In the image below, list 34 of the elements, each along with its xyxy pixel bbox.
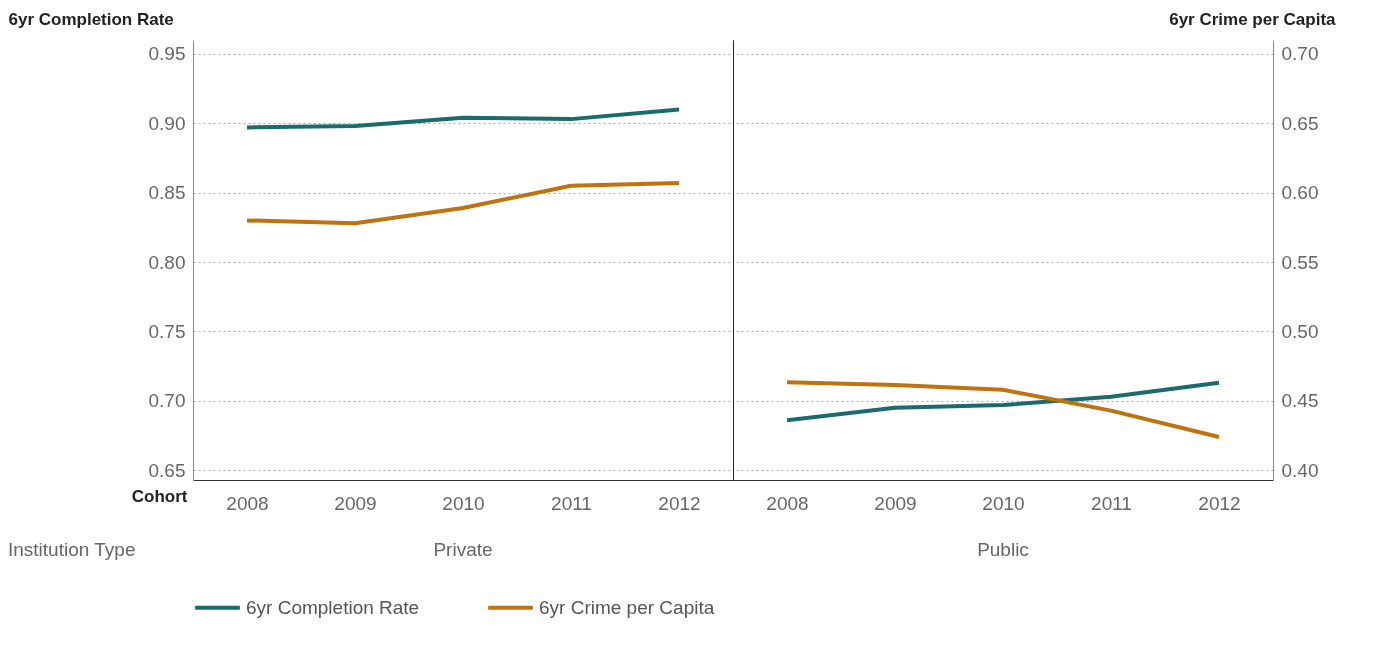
y-tick-label: 0.75 (148, 320, 186, 342)
y2-tick-label: 0.70 (1281, 43, 1319, 65)
y2-tick-label: 0.40 (1281, 459, 1319, 481)
text: Private (433, 539, 493, 560)
y-axis-title: 6yr Completion Rate (8, 9, 174, 29)
line-series (785, 380, 1221, 439)
y-tick-label: 0.85 (148, 182, 186, 204)
x-axis-title: Cohort (131, 486, 188, 506)
y-tick-label: 0.90 (148, 112, 186, 134)
x-tick-label: 2010 (982, 492, 1025, 514)
y2-tick-label: 0.45 (1281, 390, 1319, 412)
legend-label: 6yr Completion Rate (246, 596, 420, 618)
legend-label: 6yr Crime per Capita (539, 596, 715, 618)
x-tick-label: 2009 (874, 492, 917, 514)
x-tick-label: 2011 (1091, 492, 1132, 514)
x-tick-label: 2012 (1198, 492, 1241, 514)
y-tick-label: 0.95 (148, 43, 186, 65)
y2-axis-title: 6yr Crime per Capita (1169, 9, 1337, 29)
y2-tick-label: 0.55 (1281, 251, 1319, 273)
x-tick-label: 2012 (658, 492, 701, 514)
y2-tick-label: 0.60 (1281, 182, 1319, 204)
x-tick-label: 2008 (766, 492, 809, 514)
y-tick-label: 0.80 (148, 251, 186, 273)
line-series (245, 107, 681, 130)
x-tick-label: 2009 (334, 492, 377, 514)
y2-tick-label: 0.65 (1281, 112, 1319, 134)
y2-tick-label: 0.50 (1281, 320, 1319, 342)
x-tick-label: 2011 (551, 492, 592, 514)
y-tick-label: 0.65 (148, 459, 186, 481)
y-tick-label: 0.70 (148, 390, 186, 412)
x-tick-label: 2008 (226, 492, 269, 514)
text: Public (977, 539, 1029, 560)
text: Institution Type (8, 539, 136, 560)
x-tick-label: 2010 (442, 492, 485, 514)
